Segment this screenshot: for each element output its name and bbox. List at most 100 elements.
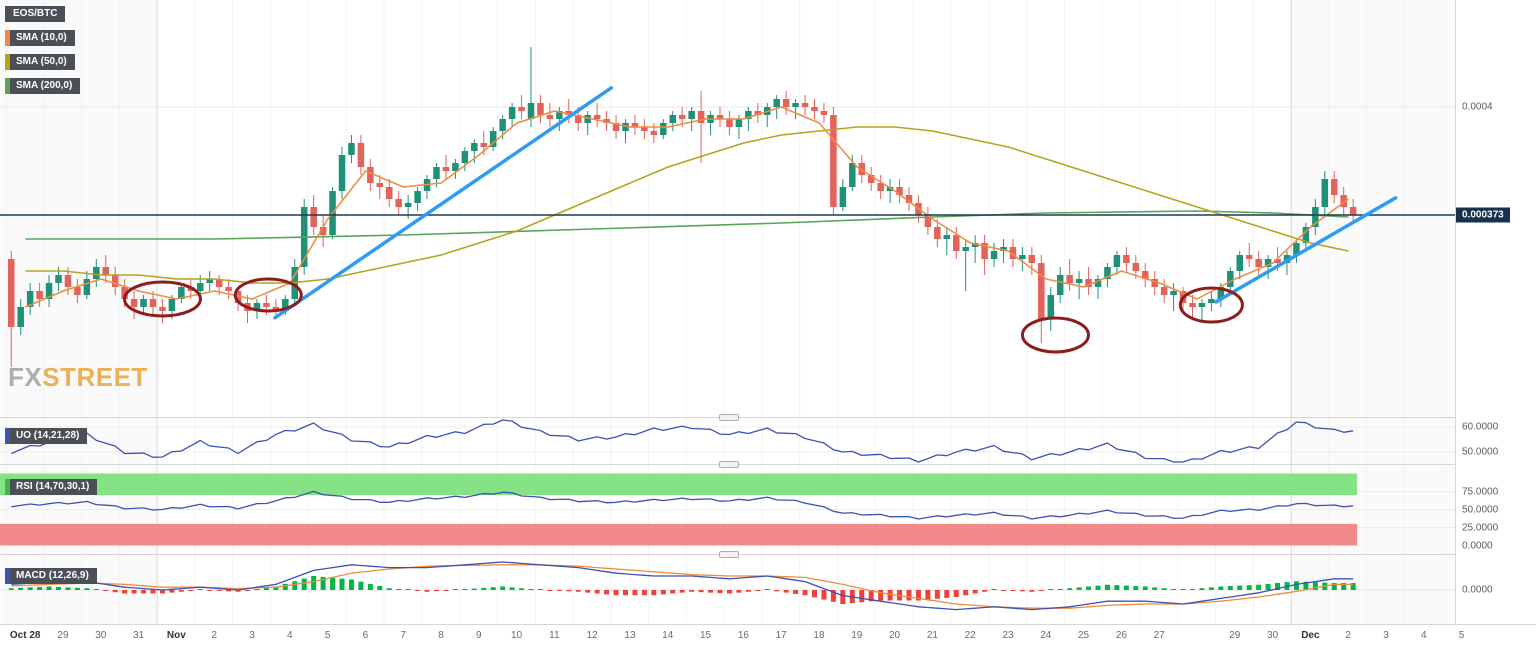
rsi-oversold-band [0,523,1358,546]
uo-color-swatch [5,428,10,444]
time-axis-label: 31 [133,630,145,641]
candle-body [64,275,72,287]
sma10-color-swatch [5,30,10,46]
candle-body [792,103,799,107]
candle-body [556,111,563,119]
ellipse-annotation-3[interactable] [1020,316,1090,354]
macd-histogram-bar [623,590,628,596]
time-axis-label: 30 [95,630,107,641]
candle-body [452,163,459,171]
candle-body [867,175,875,183]
macd-histogram-bar [150,590,156,594]
pane-resize-handle-3[interactable] [719,551,739,558]
time-axis[interactable]: Oct 28 29 30 31 Nov 2 3 4 5 6 7 8 9 10 11 12 13 14 15 16 17 1… [0,624,1536,645]
candle-body [905,195,913,203]
macd-histogram-bar [1350,583,1356,590]
macd-badge[interactable]: MACD (12,26,9) [5,568,97,584]
uo-badge[interactable]: UO (14,21,28) [5,428,88,444]
time-axis-label: 7 [400,630,406,641]
macd-histogram-bar [519,588,525,590]
macd-histogram-bar [528,589,534,590]
sma50-badge[interactable]: SMA (50,0) [5,54,75,70]
macd-histogram-bar [547,590,553,591]
candle-body [1293,243,1300,255]
macd-histogram-bar [37,586,43,590]
trendline-2[interactable] [1214,196,1398,304]
macd-histogram-bar [944,590,950,598]
candle-body [480,143,487,147]
candle-body [404,203,412,207]
macd-histogram-bar [1227,586,1233,590]
macd-histogram-bar [934,590,940,599]
pane-resize-handle-2[interactable] [719,461,739,468]
macd-histogram-bar [726,590,732,594]
current-price-badge[interactable]: 0.000373 [1456,207,1510,223]
macd-histogram-bar [1303,581,1309,590]
candle-body [282,299,289,311]
macd-histogram-bar [1237,585,1243,590]
time-axis-label: 26 [1115,630,1127,641]
trendline-1[interactable] [273,86,614,320]
macd-histogram-bar [1114,585,1120,590]
candle-body [820,111,828,115]
macd-histogram-bar [1190,589,1195,590]
macd-histogram-bar [1123,585,1129,590]
time-axis-label: 5 [1458,630,1465,641]
macd-histogram-bar [1010,590,1016,591]
rsi-axis-label: 25.0000 [1462,522,1499,533]
candle-body [716,115,724,119]
candle-body [367,167,374,183]
ellipse-annotation-4[interactable] [1178,286,1244,324]
macd-histogram-bar [1341,583,1347,590]
macd-histogram-bar [717,590,723,594]
macd-histogram-bar [812,590,817,598]
macd-histogram-bar [1265,583,1271,590]
fxstreet-logo-fx: FX [8,362,43,392]
macd-histogram-bar [452,589,458,590]
sma200-badge[interactable]: SMA (200,0) [5,78,81,94]
candle-body [1274,259,1281,263]
sma10-badge[interactable]: SMA (10,0) [5,30,75,46]
candle-body [593,115,601,119]
macd-histogram-bar [859,590,865,603]
macd-histogram-bar [1019,590,1025,592]
rsi-badge[interactable]: RSI (14,70,30,1) [5,479,98,495]
candle-body [508,107,516,119]
candle-body [93,267,100,279]
macd-histogram-bar [481,587,487,590]
time-axis-label: Nov [166,630,186,641]
rsi-axis-label: 75.0000 [1462,486,1499,497]
macd-histogram-bar [953,590,959,597]
time-axis-label: 11 [549,630,560,641]
price-axis-label: 0.0004 [1462,101,1493,113]
macd-histogram-bar [764,589,770,590]
macd-histogram-bar [197,589,203,590]
time-axis-label: 2 [1345,630,1351,641]
symbol-badge[interactable]: EOS/BTC [5,6,66,22]
ellipse-annotation-1[interactable] [122,280,202,318]
macd-histogram-bar [207,590,213,591]
candle-body [319,227,327,235]
candle-body [140,299,147,307]
candle-body [1217,287,1225,299]
macd-histogram-bar [840,590,846,604]
pane-resize-handle-1[interactable] [719,414,739,421]
legend: EOS/BTC SMA (10,0) SMA (50,0) SMA (200,0… [5,6,81,94]
macd-histogram-bar [1208,587,1214,590]
candle-body [726,119,733,127]
macd-histogram-bar [1161,588,1167,590]
time-axis-label: 24 [1040,630,1052,641]
price-axis[interactable]: 0.000373 0.0004 60.0000 50.0000 75.0000 50.0… [1455,0,1536,624]
macd-histogram-bar [377,586,383,590]
candle-body [773,99,780,107]
macd-signal-line [11,564,1354,609]
uo-line [11,419,1354,463]
candle-body [433,167,440,179]
chart-canvas[interactable] [0,0,1455,624]
candle-body [1123,255,1130,263]
pane-separator-1 [0,417,1536,418]
candle-body [537,103,544,115]
candle-body [631,123,639,127]
macd-histogram-bar [122,590,128,594]
ellipse-annotation-2[interactable] [233,277,303,313]
